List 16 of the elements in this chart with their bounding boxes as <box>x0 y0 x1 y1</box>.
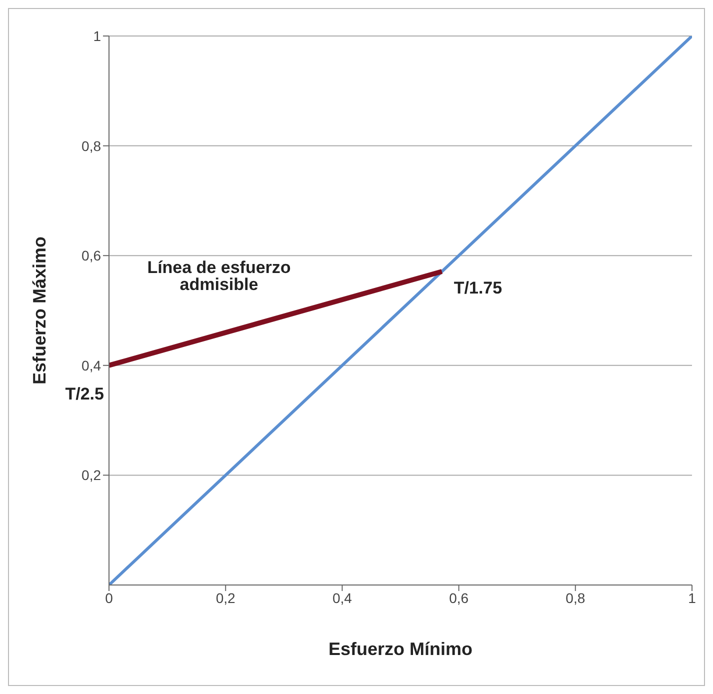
x-tick-label: 0,2 <box>216 590 236 606</box>
y-tick-label: 0,8 <box>82 138 102 154</box>
x-axis-title: Esfuerzo Mínimo <box>328 639 473 659</box>
y-tick-label: 0,4 <box>82 357 102 374</box>
x-tick-label: 0 <box>105 590 114 606</box>
y-axis-title: Esfuerzo Máximo <box>29 236 50 385</box>
x-tick-label: 0,4 <box>332 590 352 606</box>
y-tick-label: 0,2 <box>82 467 102 484</box>
annotation: T/2.5 <box>65 384 104 404</box>
y-tick-label: 0,6 <box>82 248 102 264</box>
annotation: T/1.75 <box>454 278 502 298</box>
annotation: Línea de esfuerzo admisible <box>147 258 291 294</box>
y-tick-label: 1 <box>93 28 102 44</box>
x-tick-label: 1 <box>688 590 696 606</box>
x-tick-label: 0,8 <box>566 590 586 606</box>
x-tick-label: 0,6 <box>449 590 469 606</box>
